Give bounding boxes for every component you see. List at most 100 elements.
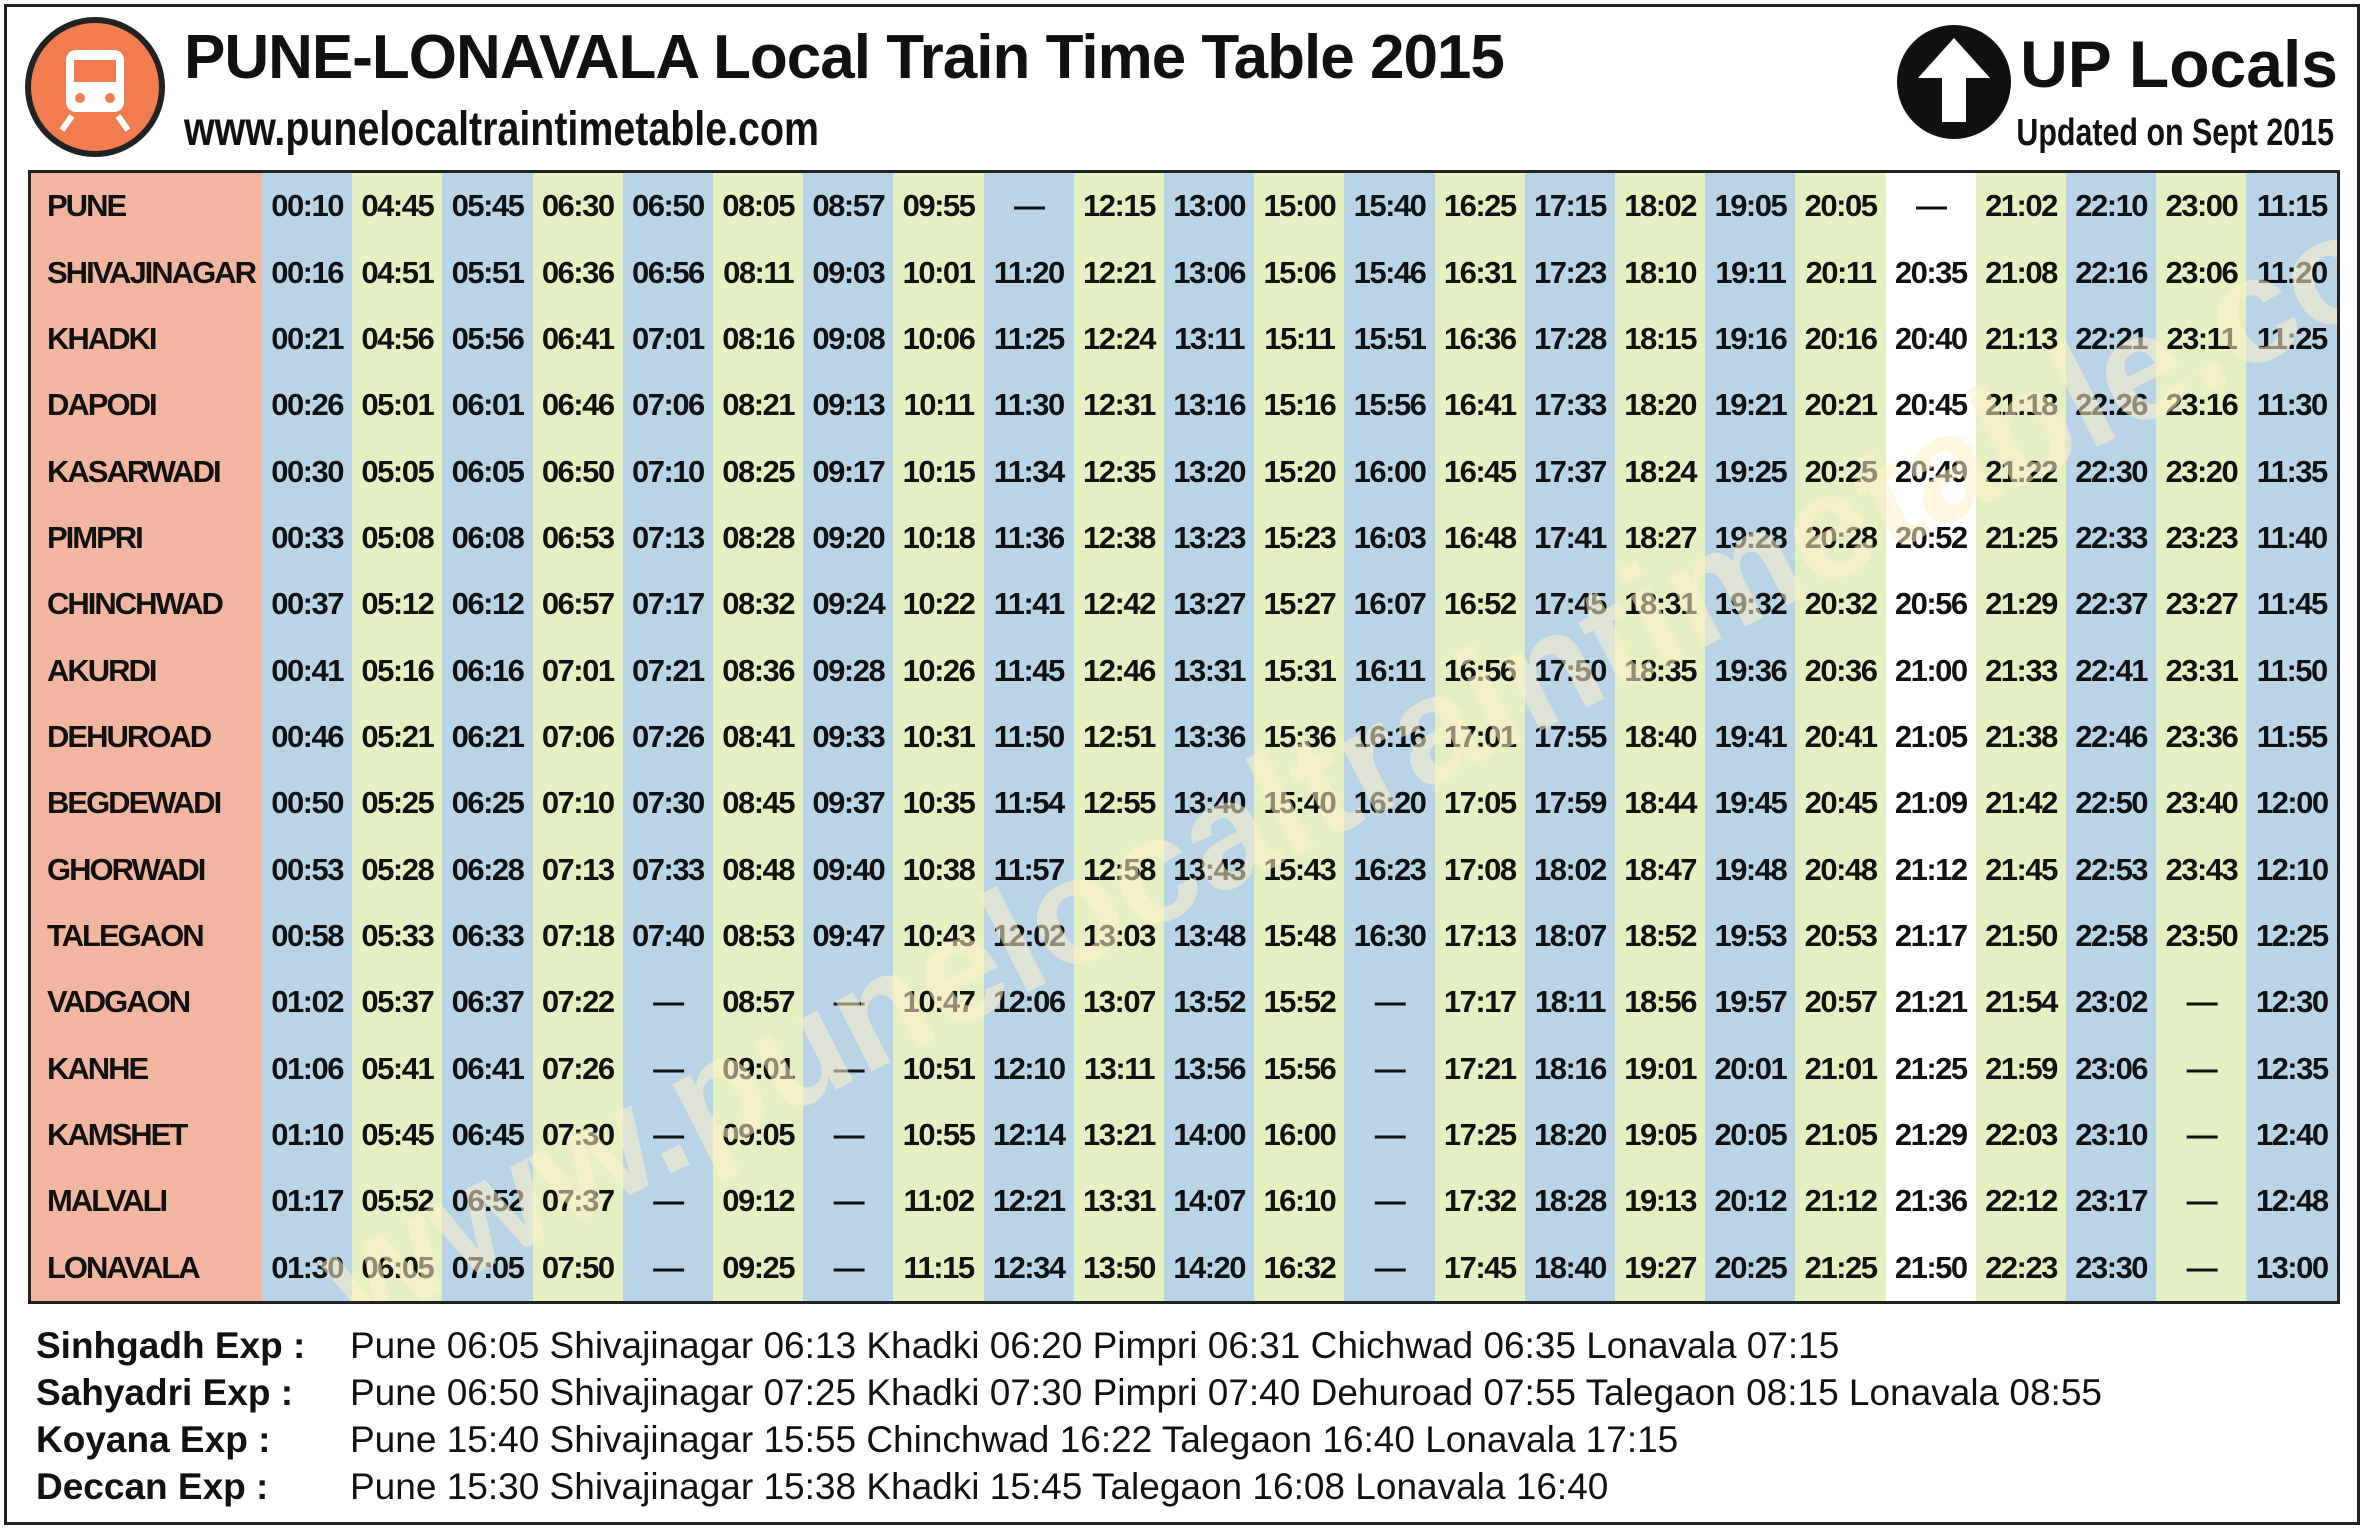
time-cell: 19:21 <box>1705 372 1796 439</box>
time-cell: 20:41 <box>1795 703 1886 771</box>
time-cell: 04:51 <box>352 239 443 306</box>
time-cell: 19:32 <box>1705 571 1796 638</box>
time-cell: 16:31 <box>1434 239 1525 306</box>
time-cell: 21:36 <box>1885 1168 1976 1235</box>
time-cell: 20:40 <box>1885 305 1976 373</box>
time-cell: 22:41 <box>2066 637 2157 704</box>
station-row: KASARWADI 00:30 05:05 06:05 06:50 07:10 08:25 0… <box>31 438 2337 505</box>
time-cell: 21:42 <box>1975 770 2067 837</box>
station-name: DAPODI <box>31 372 262 439</box>
time-cell: 18:28 <box>1524 1168 1616 1235</box>
time-cell: 21:54 <box>1975 969 2067 1036</box>
time-cell: 06:28 <box>442 836 533 903</box>
time-cell: 06:41 <box>532 305 623 373</box>
time-cell: 15:48 <box>1254 902 1345 970</box>
time-cell: 21:08 <box>1975 239 2067 306</box>
time-cell: 09:47 <box>803 902 894 970</box>
time-cell: 00:46 <box>262 703 353 771</box>
time-cell: 12:35 <box>2246 1035 2337 1102</box>
station-name: KAMSHET <box>31 1101 262 1169</box>
title: PUNE-LONAVALA Local Train Time Table 201… <box>184 23 1505 92</box>
time-cell: 10:51 <box>893 1035 984 1102</box>
time-cell: 01:17 <box>262 1168 353 1235</box>
station-row: KHADKI 00:21 04:56 05:56 06:41 07:01 08:16 09:0… <box>31 305 2337 373</box>
time-cell: 20:05 <box>1795 173 1886 240</box>
time-cell: 10:06 <box>893 305 984 373</box>
time-cell: 13:11 <box>1073 1035 1165 1102</box>
time-cell: 05:56 <box>442 305 533 373</box>
time-cell: 08:36 <box>713 637 804 704</box>
time-cell: 12:06 <box>983 969 1074 1036</box>
time-cell: 12:58 <box>1073 836 1165 903</box>
time-cell: 15:40 <box>1254 770 1345 837</box>
time-cell: 22:23 <box>1975 1234 2067 1301</box>
time-cell: 20:32 <box>1795 571 1886 638</box>
time-cell: 16:11 <box>1344 637 1435 704</box>
time-cell: 16:16 <box>1344 703 1435 771</box>
time-cell: 11:34 <box>983 438 1074 505</box>
time-cell: 16:56 <box>1434 637 1525 704</box>
express-name: Koyana Exp : <box>36 1418 271 1460</box>
time-cell: 12:34 <box>983 1234 1074 1301</box>
time-cell: 18:07 <box>1524 902 1616 970</box>
time-cell: — <box>2156 969 2247 1036</box>
time-cell: 19:48 <box>1705 836 1796 903</box>
time-cell: 05:01 <box>352 372 443 439</box>
time-cell: — <box>1344 1035 1435 1102</box>
time-cell: 15:27 <box>1254 571 1345 638</box>
time-cell: 11:45 <box>983 637 1074 704</box>
time-cell: 06:56 <box>622 239 714 306</box>
time-cell: 12:35 <box>1073 438 1165 505</box>
up-arrow-icon <box>1897 25 2011 139</box>
express-schedule: Pune 15:40 Shivajinagar 15:55 Chinchwad … <box>350 1418 1679 1460</box>
time-cell: 13:31 <box>1164 637 1255 704</box>
time-cell: 13:50 <box>1073 1234 1165 1301</box>
time-cell: 12:21 <box>1073 239 1165 306</box>
time-cell: 23:43 <box>2156 836 2247 903</box>
time-cell: 07:01 <box>532 637 623 704</box>
time-cell: 15:36 <box>1254 703 1345 771</box>
station-row: PUNE 00:10 04:45 05:45 06:30 06:50 08:05 08:57 0… <box>31 173 2337 240</box>
time-cell: 15:46 <box>1344 239 1435 306</box>
time-cell: 11:54 <box>983 770 1074 837</box>
station-name: VADGAON <box>31 969 262 1036</box>
time-cell: 09:33 <box>803 703 894 771</box>
time-cell: 23:50 <box>2156 902 2247 970</box>
time-cell: 17:28 <box>1524 305 1616 373</box>
time-cell: 06:41 <box>442 1035 533 1102</box>
time-cell: 21:59 <box>1975 1035 2067 1102</box>
timetable: PUNE 00:10 04:45 05:45 06:30 06:50 08:05 08:57 0… <box>28 170 2340 1304</box>
time-cell: 10:47 <box>893 969 984 1036</box>
time-cell: 06:33 <box>442 902 533 970</box>
station-row: LONAVALA 01:30 06:05 07:05 07:50—09:25—11:15… <box>31 1234 2337 1301</box>
time-cell: 17:08 <box>1434 836 1525 903</box>
time-cell: 16:52 <box>1434 571 1525 638</box>
time-cell: 05:28 <box>352 836 443 903</box>
time-cell: 13:03 <box>1073 902 1165 970</box>
time-cell: 23:20 <box>2156 438 2247 505</box>
station-row: GHORWADI 00:53 05:28 06:28 07:13 07:33 08:48 09… <box>31 836 2337 903</box>
time-cell: 10:01 <box>893 239 984 306</box>
time-cell: 05:21 <box>352 703 443 771</box>
time-cell: 21:22 <box>1975 438 2067 505</box>
time-cell: 23:02 <box>2066 969 2157 1036</box>
time-cell: 06:25 <box>442 770 533 837</box>
time-cell: 23:06 <box>2066 1035 2157 1102</box>
time-cell: 01:02 <box>262 969 353 1036</box>
time-cell: 13:36 <box>1164 703 1255 771</box>
time-cell: 06:05 <box>352 1234 443 1301</box>
time-cell: — <box>622 1101 714 1169</box>
time-cell: 16:32 <box>1254 1234 1345 1301</box>
time-cell: 23:23 <box>2156 504 2247 572</box>
time-cell: 00:26 <box>262 372 353 439</box>
time-cell: — <box>2156 1234 2247 1301</box>
time-cell: 07:13 <box>532 836 623 903</box>
express-schedule: Pune 15:30 Shivajinagar 15:38 Khadki 15:… <box>350 1465 1609 1507</box>
time-cell: 18:16 <box>1524 1035 1616 1102</box>
time-cell: 22:26 <box>2066 372 2157 439</box>
time-cell: 08:16 <box>713 305 804 373</box>
time-cell: — <box>1344 969 1435 1036</box>
time-cell: 20:21 <box>1795 372 1886 439</box>
time-cell: 12:00 <box>2246 770 2337 837</box>
